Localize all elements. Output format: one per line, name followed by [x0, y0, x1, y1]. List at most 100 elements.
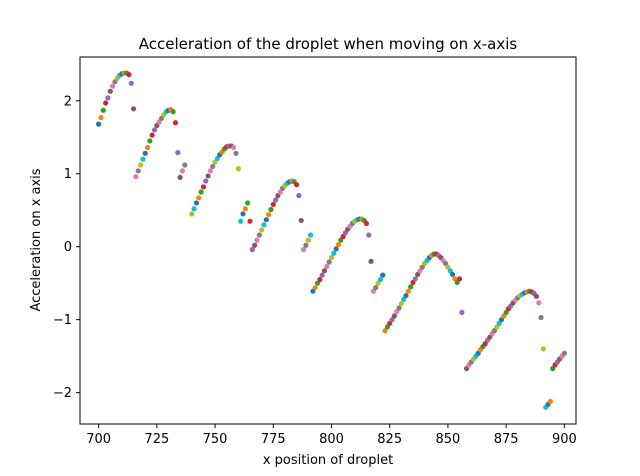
data-point [247, 218, 253, 224]
data-point [324, 263, 330, 270]
data-point [321, 268, 328, 274]
data-point [300, 247, 307, 253]
data-point [98, 114, 104, 121]
data-point [335, 241, 342, 248]
data-point [293, 182, 300, 188]
data-point [270, 201, 276, 207]
data-point [261, 222, 267, 228]
data-point [305, 237, 311, 243]
data-point [137, 162, 144, 168]
data-point [96, 121, 102, 127]
data-point [256, 232, 262, 238]
x-tick-label: 750 [203, 432, 228, 447]
data-point [198, 189, 204, 195]
chart-title: Acceleration of the droplet when moving … [139, 35, 518, 53]
data-point [268, 206, 274, 213]
data-point [133, 174, 139, 180]
y-axis-label: Acceleration on x axis [29, 168, 44, 311]
data-point [380, 272, 386, 278]
y-tick-label: 0 [64, 240, 72, 255]
data-point [189, 211, 195, 217]
data-point [298, 217, 304, 224]
y-tick-label: −1 [53, 313, 72, 328]
data-point [144, 144, 151, 151]
data-point [135, 168, 141, 174]
data-point [547, 398, 553, 404]
x-tick-label: 900 [552, 432, 577, 447]
data-points [96, 70, 567, 410]
data-point [245, 200, 251, 206]
data-point [177, 174, 183, 180]
data-point [126, 71, 132, 78]
axis-ticks: 700 725 750 775 800 825 850 875 900 −2 −1 0 1 2 [53, 94, 577, 447]
x-tick-label: 825 [377, 432, 402, 447]
y-tick-label: 1 [64, 167, 72, 182]
data-point [538, 314, 544, 321]
data-point [205, 173, 211, 179]
data-point [368, 258, 374, 264]
data-point [130, 106, 137, 112]
data-point [203, 178, 209, 184]
data-point [266, 211, 272, 218]
data-point [249, 247, 255, 253]
data-point [303, 242, 309, 248]
data-point [207, 168, 214, 174]
data-point [100, 107, 106, 113]
data-point [233, 150, 239, 156]
data-point [398, 301, 404, 307]
data-point [242, 206, 248, 212]
data-point [200, 184, 207, 190]
data-point [319, 272, 325, 278]
data-point [252, 242, 258, 248]
data-point [240, 211, 246, 217]
data-point [105, 95, 111, 101]
data-point [412, 276, 418, 282]
data-point [366, 232, 372, 238]
data-point [103, 100, 109, 106]
data-point [363, 220, 370, 226]
data-point [110, 83, 116, 89]
data-point [326, 259, 332, 265]
data-point [317, 276, 323, 283]
data-point [107, 88, 113, 94]
x-tick-label: 850 [436, 432, 461, 447]
data-point [179, 168, 186, 174]
data-point [182, 162, 188, 168]
data-point [533, 293, 540, 299]
data-point [331, 250, 337, 256]
data-point [147, 138, 153, 144]
data-point [408, 284, 414, 290]
data-point [231, 144, 237, 151]
data-point [140, 156, 146, 162]
x-tick-label: 700 [86, 432, 111, 447]
data-point [561, 350, 567, 356]
data-point [373, 284, 379, 291]
data-point [235, 166, 241, 172]
data-point [403, 292, 409, 299]
data-point [333, 246, 339, 252]
data-point [149, 132, 155, 138]
x-tick-label: 875 [494, 432, 519, 447]
data-point [210, 163, 216, 170]
data-point [238, 218, 244, 224]
data-point [259, 227, 265, 233]
data-point [536, 300, 542, 306]
data-point [193, 200, 200, 206]
data-point [328, 255, 335, 261]
data-point [405, 288, 411, 294]
data-point [307, 232, 314, 238]
data-point [456, 276, 463, 282]
data-point [540, 346, 546, 352]
data-point [449, 271, 456, 278]
x-tick-label: 800 [319, 432, 344, 447]
data-point [273, 197, 279, 203]
y-tick-label: 2 [64, 94, 72, 109]
data-point [128, 80, 134, 86]
data-point [296, 193, 302, 199]
data-point [170, 109, 176, 115]
data-point [396, 305, 402, 311]
plot-frame [79, 56, 577, 425]
data-point [312, 284, 318, 291]
